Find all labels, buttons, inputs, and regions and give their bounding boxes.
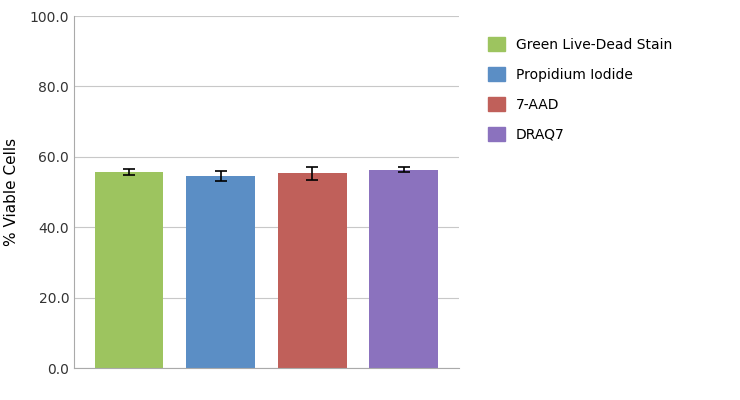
Bar <box>95 172 164 368</box>
Bar <box>186 176 255 368</box>
Y-axis label: % Viable Cells: % Viable Cells <box>4 138 18 246</box>
Legend: Green Live-Dead Stain, Propidium Iodide, 7-AAD, DRAQ7: Green Live-Dead Stain, Propidium Iodide,… <box>481 30 679 149</box>
Bar <box>278 173 346 368</box>
Bar <box>369 170 438 368</box>
